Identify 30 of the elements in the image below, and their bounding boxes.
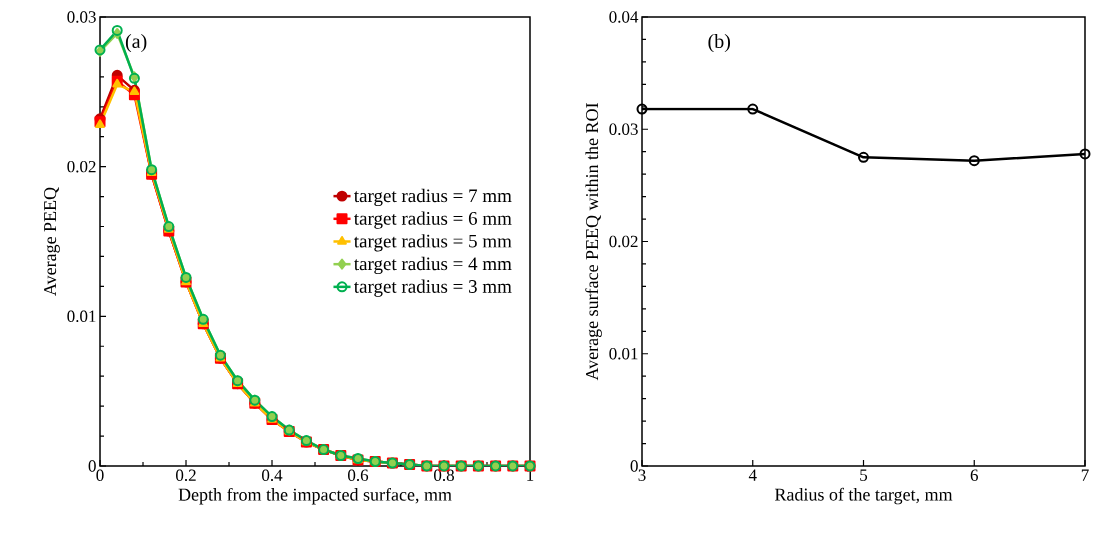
y-tick-label: 0.02 (67, 160, 96, 173)
y-tick-label: 0.02 (609, 235, 638, 248)
annotation: (b) (708, 33, 730, 53)
x-tick-label: 0.2 (176, 469, 196, 482)
y-tick-label: 0 (630, 460, 638, 472)
x-tick-label: 7 (1081, 469, 1089, 481)
y-axis-title: Average surface PEEQ within the ROI (585, 103, 602, 381)
legend-label: target radius = 3 mm (353, 279, 512, 297)
y-tick-label: 0.03 (609, 123, 638, 136)
legend-label: target radius = 5 mm (353, 234, 512, 252)
y-axis-title: Average PEEQ (44, 187, 60, 296)
y-tick-label: 0.04 (609, 11, 639, 23)
x-tick-label: 3 (638, 469, 646, 481)
x-axis-title: Depth from the impacted surface, mm (178, 487, 452, 505)
y-tick-label: 0.03 (67, 11, 96, 23)
legend-label: target radius = 6 mm (353, 211, 512, 229)
annotation: (a) (125, 33, 147, 53)
x-tick-label: 0 (96, 469, 104, 481)
x-tick-label: 5 (860, 469, 868, 481)
legend-label: target radius = 7 mm (353, 188, 512, 207)
x-tick-label: 4 (748, 469, 757, 481)
x-tick-label: 0.4 (262, 469, 283, 482)
x-tick-label: 6 (970, 469, 978, 481)
y-tick-label: 0.01 (67, 310, 96, 323)
y-tick-label: 0 (88, 460, 96, 472)
legend-label: target radius = 4 mm (353, 256, 512, 275)
x-tick-label: 0.6 (348, 469, 369, 482)
x-axis-title: Radius of the target, mm (774, 487, 953, 505)
x-tick-label: 0.8 (434, 469, 454, 482)
y-tick-label: 0.01 (609, 347, 638, 360)
